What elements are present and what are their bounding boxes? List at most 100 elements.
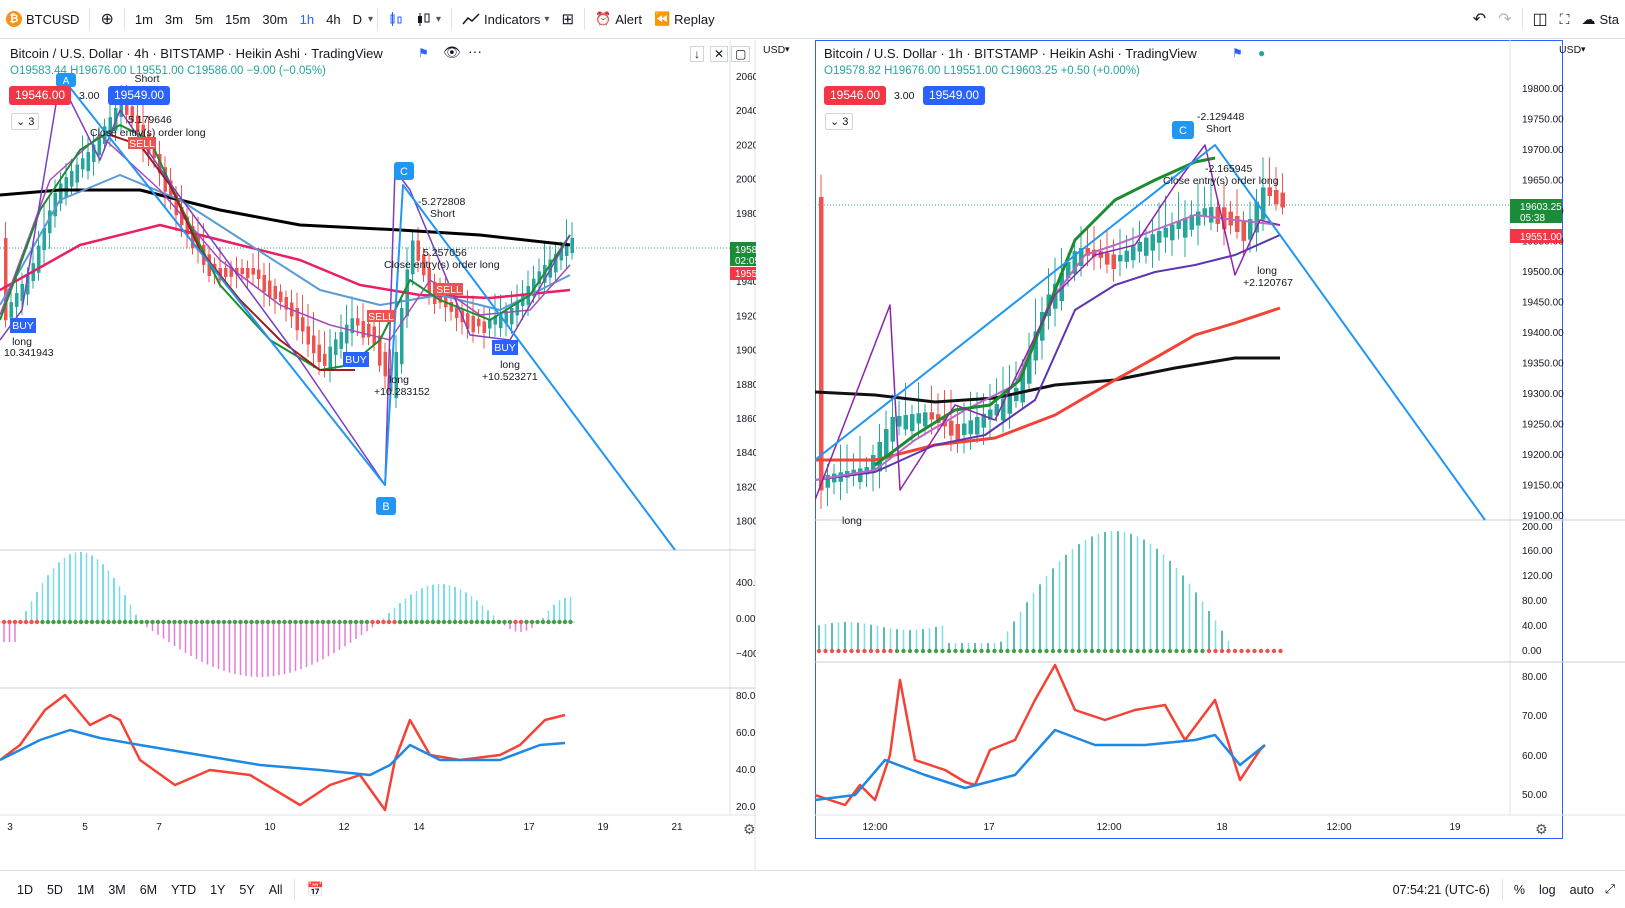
timeframe-3m[interactable]: 3m xyxy=(164,11,183,27)
osc-dot xyxy=(1,619,7,625)
candle-body xyxy=(257,269,261,280)
templates-button[interactable]: ⊞ xyxy=(555,10,580,28)
timeframe-1h[interactable]: 1h xyxy=(299,11,315,27)
candle-body xyxy=(1124,250,1129,262)
left-arrow-down-icon[interactable]: ↓ xyxy=(690,46,704,62)
right-chart-panel[interactable]: 19800.0019750.0019700.0019650.0019600.00… xyxy=(815,40,1625,870)
range-1m[interactable]: 1M xyxy=(76,882,95,897)
log-toggle[interactable]: log xyxy=(1538,882,1556,897)
osc-dot xyxy=(1180,648,1186,654)
candle-body xyxy=(75,164,79,183)
right-time-tick: 19 xyxy=(1449,822,1461,833)
right-chart-canvas[interactable]: 19800.0019750.0019700.0019650.0019600.00… xyxy=(815,40,1625,870)
osc-dot xyxy=(425,619,430,625)
reset-scale-icon[interactable]: ⤢ xyxy=(1604,882,1615,896)
osc-dot xyxy=(78,619,84,625)
candles-icon xyxy=(390,12,402,26)
candle-body xyxy=(1105,252,1110,265)
candle-body xyxy=(251,268,255,275)
left-ask-price[interactable]: 19549.00 xyxy=(108,86,171,105)
right-rsi-blue xyxy=(815,728,1266,802)
timeframe-5m[interactable]: 5m xyxy=(194,11,214,27)
osc-dot xyxy=(823,648,828,654)
alert-button[interactable]: ⏰ Alert xyxy=(589,11,648,27)
timeframe-30m[interactable]: 30m xyxy=(262,11,288,27)
left-currency-label[interactable]: USD xyxy=(763,44,786,56)
undo-button[interactable]: ↶ xyxy=(1467,9,1492,29)
auto-toggle[interactable]: auto xyxy=(1569,882,1594,897)
right-currency-label[interactable]: USD xyxy=(1559,44,1582,56)
range-3m[interactable]: 3M xyxy=(108,882,126,897)
right-osc-tick: 160.00 xyxy=(1522,546,1553,557)
osc-dot xyxy=(403,619,408,625)
candle-body xyxy=(312,335,316,354)
osc-dot xyxy=(12,619,18,625)
fullscreen-button[interactable]: ⛶ xyxy=(1554,11,1576,28)
date-range-calendar-icon[interactable]: 📅 xyxy=(306,881,325,897)
candle-body xyxy=(119,98,123,117)
candle-body xyxy=(53,192,57,217)
left-price-tick: 18800.00 xyxy=(736,380,756,391)
timeframe-1m[interactable]: 1m xyxy=(134,11,153,27)
clock-time[interactable]: 07:54:21 (UTC-6) xyxy=(1392,882,1490,897)
range-6m[interactable]: 6M xyxy=(139,882,158,897)
osc-dot xyxy=(1102,648,1108,654)
timeframe-chevron-down-icon[interactable]: ▾ xyxy=(367,13,373,25)
osc-dot xyxy=(353,619,359,625)
right-time-tick: 12:00 xyxy=(862,822,887,833)
percent-toggle[interactable]: % xyxy=(1513,882,1525,897)
osc-dot xyxy=(868,648,874,654)
timeframe-15m[interactable]: 15m xyxy=(225,11,251,27)
timeframe-4h[interactable]: 4h xyxy=(326,11,341,27)
layout-button[interactable]: ◫ xyxy=(1527,9,1554,29)
left-more-icon[interactable]: ··· xyxy=(468,43,482,59)
bar-style-button[interactable] xyxy=(382,11,410,27)
candle-body xyxy=(1189,214,1194,230)
candle-body xyxy=(130,106,134,122)
range-5d[interactable]: 5D xyxy=(46,882,63,897)
divider xyxy=(89,8,91,30)
candle-body xyxy=(411,240,415,275)
redo-button[interactable]: ↷ xyxy=(1492,9,1517,29)
left-maximize-icon[interactable]: ▢ xyxy=(731,46,751,62)
right-layers-toggle[interactable]: ⌄ 3 xyxy=(825,113,854,130)
candle-body xyxy=(510,308,514,325)
range-1y[interactable]: 1Y xyxy=(210,882,226,897)
symbol-search[interactable]: ₿ BTCUSD xyxy=(0,11,85,27)
right-ask-price[interactable]: 19549.00 xyxy=(923,86,986,105)
divider xyxy=(584,8,586,30)
candle-body xyxy=(394,352,398,399)
osc-dot xyxy=(496,619,502,625)
right-bid-price[interactable]: 19546.00 xyxy=(824,86,887,105)
timeframe-d[interactable]: D xyxy=(352,11,362,27)
range-all[interactable]: All xyxy=(268,882,283,897)
right-zigzag-purple xyxy=(815,144,1281,501)
left-eye-icon[interactable]: 👁 xyxy=(443,44,461,60)
compare-button[interactable]: ⊕ xyxy=(94,9,119,29)
candle-body xyxy=(949,420,954,436)
right-osc-tick: 120.00 xyxy=(1522,571,1553,582)
snapshot-button[interactable]: ☁ Sta xyxy=(1575,11,1625,28)
candle-body xyxy=(81,158,85,170)
left-sell3-box xyxy=(435,283,463,295)
left-bid-price[interactable]: 19546.00 xyxy=(9,86,72,105)
candle-body xyxy=(455,307,459,318)
candle-body xyxy=(825,474,830,488)
osc-dot xyxy=(979,648,984,654)
chart-type-button[interactable]: ▾ xyxy=(410,11,447,27)
osc-dot xyxy=(1070,648,1075,654)
range-ytd[interactable]: YTD xyxy=(171,882,197,897)
left-layers-toggle[interactable]: ⌄ 3 xyxy=(11,113,40,130)
osc-dot xyxy=(342,619,348,625)
range-5y[interactable]: 5Y xyxy=(239,882,255,897)
right-close-value: -2.165945 xyxy=(1205,163,1252,175)
candle-body xyxy=(323,353,327,366)
indicators-button[interactable]: Indicators ▾ xyxy=(456,12,555,27)
left-close-icon[interactable]: ✕ xyxy=(710,46,729,62)
range-1d[interactable]: 1D xyxy=(17,882,33,897)
osc-dot xyxy=(364,619,370,625)
replay-button[interactable]: ⏪ Replay xyxy=(648,11,721,27)
osc-dot xyxy=(40,619,45,625)
